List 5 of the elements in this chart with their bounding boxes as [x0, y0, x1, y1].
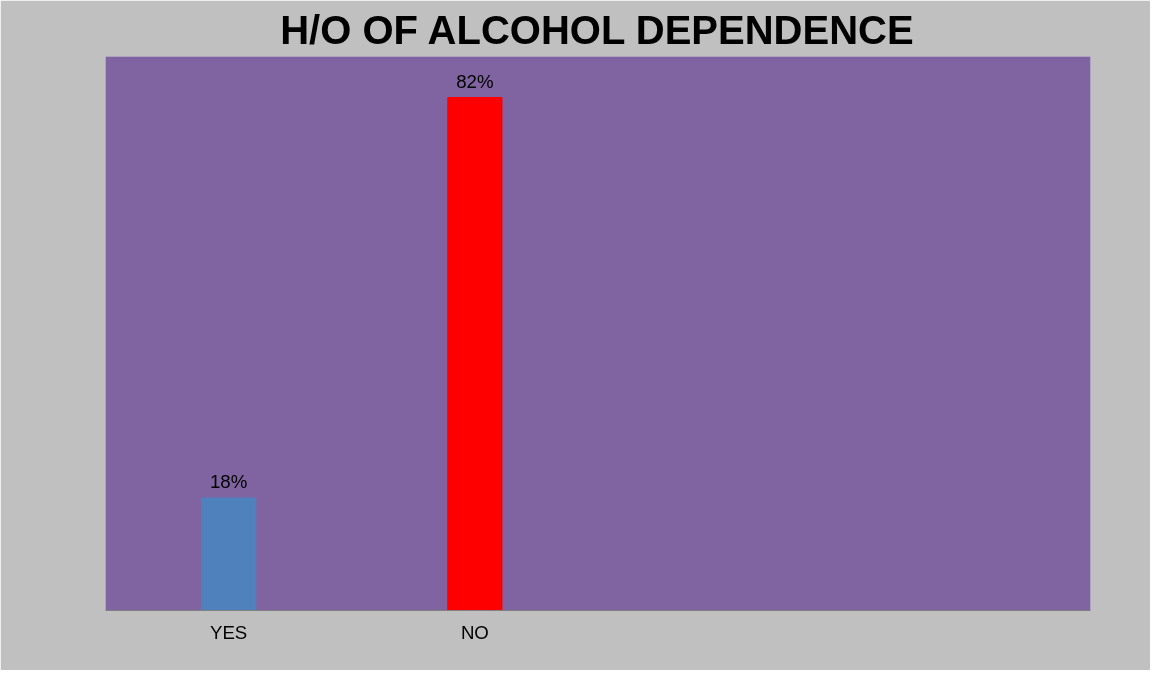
data-label: 82% — [456, 70, 494, 92]
x-tick-label: YES — [209, 621, 248, 643]
x-tick-label: NO — [460, 621, 489, 643]
chart-title: H/O OF ALCOHOL DEPENDENCE — [280, 7, 914, 52]
data-label: 18% — [209, 470, 248, 492]
